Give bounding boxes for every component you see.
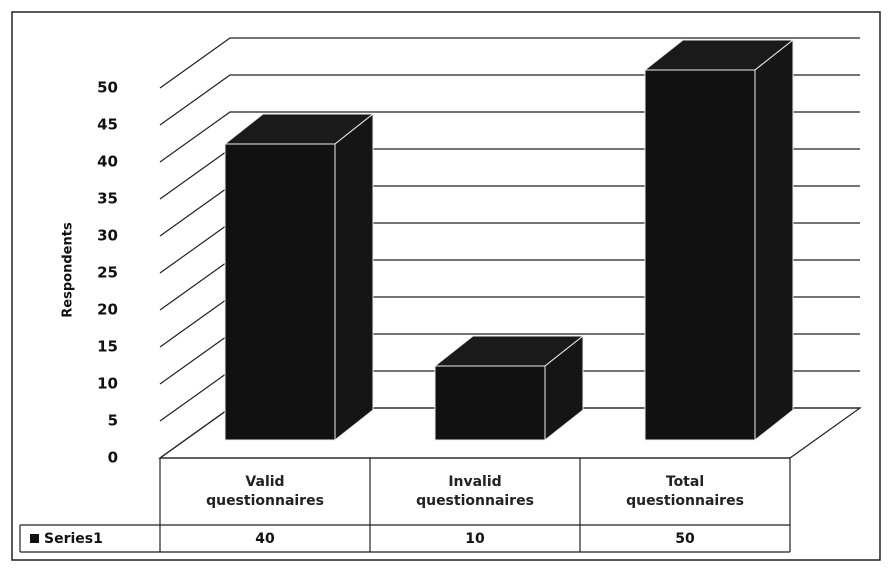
bar-side xyxy=(754,38,794,442)
y-tick-label: 20 xyxy=(97,301,118,319)
legend-label: Series1 xyxy=(44,531,103,547)
x-tick-label-text: Invalid questionnaires xyxy=(416,474,534,509)
y-tick-label: 25 xyxy=(97,264,118,282)
x-tick-label-box: Invalid questionnaires xyxy=(370,458,580,525)
table-value: 50 xyxy=(675,531,695,547)
bar-front xyxy=(224,143,336,441)
x-tick-label-box: Total questionnaires xyxy=(580,458,790,525)
y-tick-label: 30 xyxy=(97,227,118,245)
y-tick-label: 35 xyxy=(97,190,118,208)
y-tick-label: 50 xyxy=(97,79,118,97)
y-tick-label: 15 xyxy=(97,338,118,356)
y-tick-label: 40 xyxy=(97,153,118,171)
bar xyxy=(433,334,585,442)
table-value: 40 xyxy=(255,531,275,547)
bar xyxy=(643,38,795,442)
y-tick-label: 45 xyxy=(97,116,118,134)
x-tick-label-text: Total questionnaires xyxy=(626,474,744,509)
legend-key xyxy=(30,534,39,543)
y-tick-label: 0 xyxy=(108,449,118,467)
x-tick-label: Valid questionnaires xyxy=(160,458,370,525)
y-tick-label: 5 xyxy=(108,412,118,430)
grid-line xyxy=(159,37,860,89)
x-tick-label-text: Valid questionnaires xyxy=(206,474,324,509)
x-tick-label: Invalid questionnaires xyxy=(370,458,580,525)
y-tick-label: 10 xyxy=(97,375,118,393)
bar-front xyxy=(434,365,546,441)
bar xyxy=(223,112,375,442)
bar-side xyxy=(334,112,374,442)
y-axis-label: Respondents xyxy=(61,222,76,318)
table-value: 10 xyxy=(465,531,485,547)
x-tick-label-box: Valid questionnaires xyxy=(160,458,370,525)
x-tick-label: Total questionnaires xyxy=(580,458,790,525)
bar-front xyxy=(644,69,756,441)
